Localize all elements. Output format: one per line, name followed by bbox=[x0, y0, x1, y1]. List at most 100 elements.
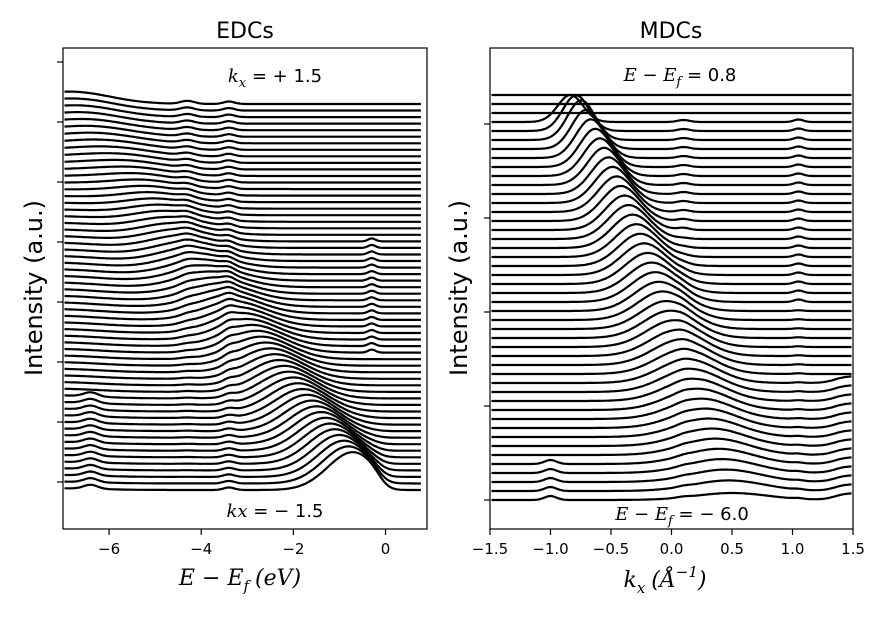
edc-curve bbox=[64, 124, 421, 138]
mdc-curve bbox=[491, 337, 852, 367]
mdc-curve bbox=[491, 347, 852, 376]
edc-xtick-label: −6 bbox=[98, 540, 120, 558]
edc-curve bbox=[64, 244, 421, 263]
edc-curve bbox=[64, 90, 421, 106]
mdc-curve bbox=[491, 357, 852, 385]
edc-curve bbox=[64, 358, 421, 387]
mdc-curve bbox=[491, 427, 852, 448]
mdc-title: MDCs bbox=[640, 19, 703, 44]
edc-bottom-annotation: kx = − 1.5 bbox=[226, 501, 323, 522]
mdc-curve bbox=[491, 397, 852, 421]
mdc-curve bbox=[491, 458, 852, 475]
mdc-yticks bbox=[484, 123, 490, 501]
edc-curve bbox=[64, 145, 421, 158]
edc-curve bbox=[64, 270, 421, 289]
edc-curve bbox=[64, 335, 421, 361]
mdc-curve bbox=[491, 367, 852, 394]
edc-xtick-label: −2 bbox=[282, 540, 304, 558]
mdc-curve bbox=[491, 204, 852, 241]
mdc-curve bbox=[491, 407, 852, 430]
mdc-curve bbox=[491, 94, 852, 133]
edc-curve bbox=[64, 203, 421, 217]
edc-curve bbox=[64, 209, 421, 223]
edc-curve bbox=[64, 215, 421, 230]
edc-curve bbox=[64, 257, 421, 276]
edc-xticks: −6 −4 −2 0 bbox=[98, 529, 390, 558]
mdc-top-annotation: E − Ef = 0.8 bbox=[623, 65, 737, 90]
mdc-curve bbox=[491, 137, 852, 178]
mdc-curve bbox=[491, 223, 852, 259]
mdc-xticks: −1.5 −1.0 −0.5 0.0 0.5 1.0 1.5 bbox=[472, 529, 865, 558]
edc-curve bbox=[64, 311, 421, 335]
edc-axes-frame bbox=[62, 47, 428, 530]
edc-xtick-label: −4 bbox=[190, 540, 212, 558]
mdc-curve bbox=[491, 417, 852, 439]
mdc-curve bbox=[491, 184, 852, 223]
mdc-curve bbox=[491, 175, 852, 214]
mdc-panel: MDCs −1.5 −1.0 −0.5 0.0 0.5 1.0 1.5 E − Ef = 0… bbox=[445, 19, 865, 597]
mdc-curve bbox=[491, 300, 852, 331]
mdc-curve bbox=[491, 271, 852, 304]
edc-top-annotation: kx = + 1.5 bbox=[228, 66, 322, 91]
edc-curve bbox=[64, 172, 421, 184]
edc-curve bbox=[64, 445, 421, 485]
edc-curve bbox=[64, 317, 421, 341]
edc-curve bbox=[64, 382, 421, 413]
edc-curve bbox=[64, 393, 421, 426]
mdc-curve bbox=[491, 242, 852, 277]
edc-curve bbox=[64, 405, 421, 439]
edc-curve bbox=[64, 264, 421, 282]
edc-curve bbox=[64, 422, 421, 459]
mdc-curve bbox=[491, 146, 852, 187]
edc-curve bbox=[64, 416, 421, 452]
mdc-bottom-annotation: E − Ef = − 6.0 bbox=[614, 504, 749, 529]
mdc-curve bbox=[491, 261, 852, 295]
mdc-ylabel: Intensity (a.u.) bbox=[445, 200, 473, 376]
mdc-curve bbox=[491, 491, 852, 502]
mdc-curve bbox=[491, 118, 852, 160]
edc-curve bbox=[64, 376, 421, 406]
edc-xlabel: E − Ef (eV) bbox=[178, 566, 301, 595]
edc-curve bbox=[64, 158, 421, 171]
mdc-curve bbox=[491, 232, 852, 268]
edc-curve bbox=[64, 433, 421, 472]
mdc-xtick-label: −1.5 bbox=[472, 540, 508, 558]
edc-curves bbox=[64, 90, 421, 492]
edc-curve bbox=[64, 131, 421, 145]
edc-curve bbox=[64, 291, 421, 315]
mdc-xtick-label: −1.0 bbox=[532, 540, 568, 558]
edc-curve bbox=[64, 251, 421, 269]
edc-xtick-label: 0 bbox=[381, 540, 391, 558]
edc-curve bbox=[64, 232, 421, 249]
edc-curve bbox=[64, 370, 421, 400]
edc-curve bbox=[64, 138, 421, 151]
edc-curve bbox=[64, 353, 421, 380]
edc-curve bbox=[64, 411, 421, 446]
mdc-curve bbox=[491, 99, 852, 142]
edc-curve bbox=[64, 439, 421, 478]
mdc-curve bbox=[491, 447, 852, 466]
edc-curve bbox=[64, 191, 421, 204]
edc-curve bbox=[64, 364, 421, 393]
mdc-curve bbox=[491, 437, 852, 457]
edc-title: EDCs bbox=[216, 19, 274, 44]
edc-curve bbox=[64, 117, 421, 132]
mdc-curves bbox=[491, 93, 852, 502]
edc-ylabel: Intensity (a.u.) bbox=[20, 200, 48, 376]
edc-curve bbox=[64, 104, 421, 119]
mdc-curve bbox=[491, 251, 852, 286]
mdc-xtick-label: −0.5 bbox=[593, 540, 629, 558]
mdc-curve bbox=[491, 93, 852, 124]
edc-curve bbox=[64, 341, 421, 367]
edc-curve bbox=[64, 329, 421, 354]
edc-curve bbox=[64, 428, 421, 465]
edc-curve bbox=[64, 111, 421, 125]
mdc-curve bbox=[491, 156, 852, 196]
edc-curve bbox=[64, 220, 421, 236]
edc-curve bbox=[64, 285, 421, 308]
edc-curve bbox=[64, 451, 421, 492]
mdc-curve bbox=[491, 213, 852, 250]
edc-yticks bbox=[57, 61, 63, 483]
edc-curve bbox=[64, 399, 421, 433]
